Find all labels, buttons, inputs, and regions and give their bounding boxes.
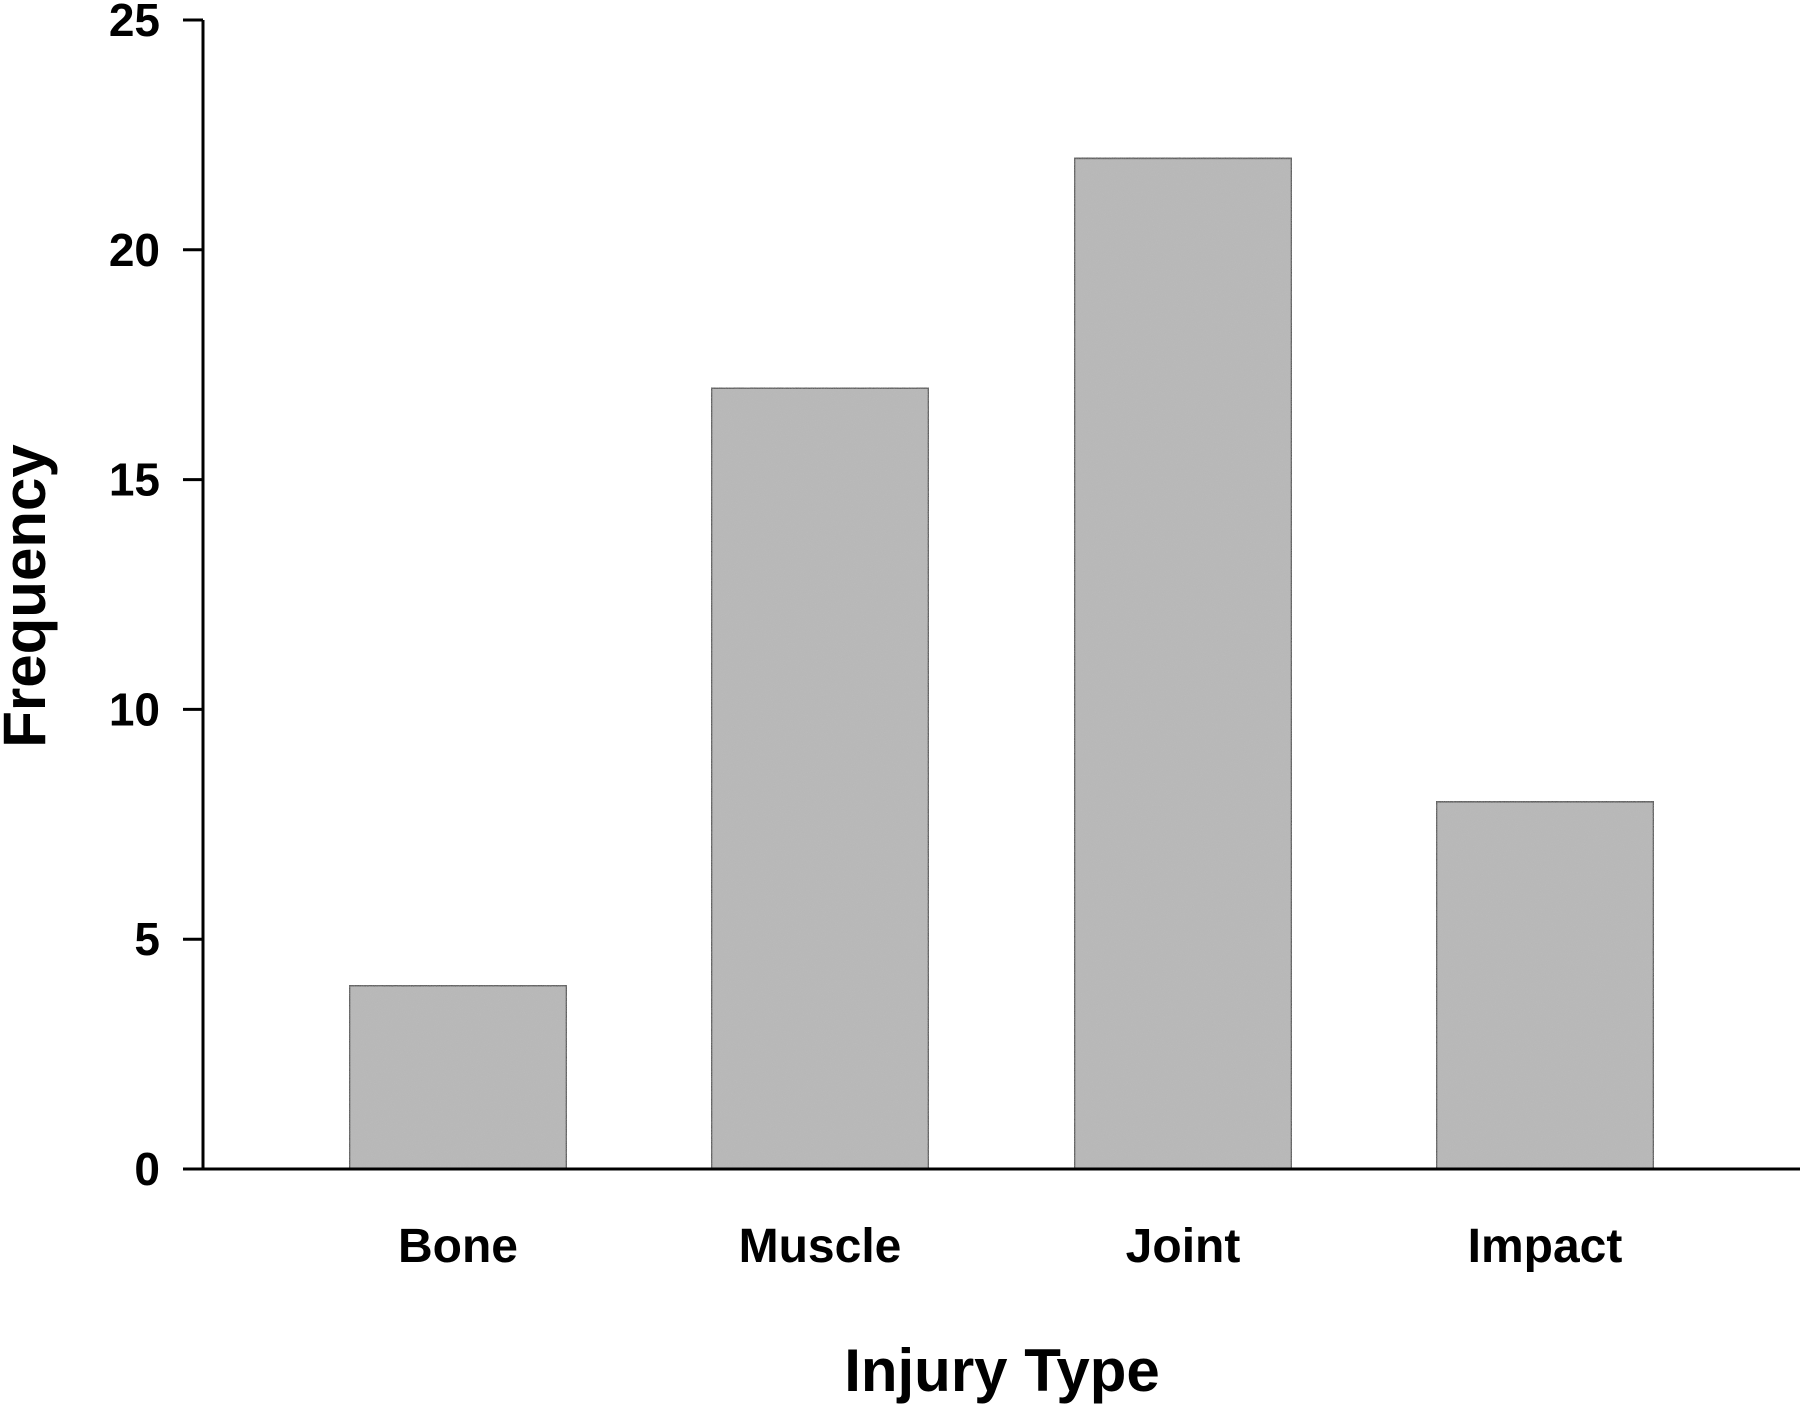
x-tick-label-muscle: Muscle (739, 1220, 902, 1273)
x-tick-label-joint: Joint (1126, 1220, 1241, 1273)
y-tick-label-15: 15 (109, 454, 160, 506)
y-tick-label-0: 0 (134, 1143, 160, 1195)
bar-muscle (709, 386, 931, 1171)
x-labels-layer: Bone Muscle Joint Impact (398, 1220, 1622, 1273)
y-tick-label-20: 20 (109, 224, 160, 276)
y-tick-label-25: 25 (109, 0, 160, 46)
bar-joint (1072, 156, 1294, 1171)
y-tick-label-5: 5 (134, 913, 160, 965)
bar-impact (1434, 800, 1656, 1171)
y-tick-label-10: 10 (109, 683, 160, 735)
y-ticks-layer: 0 5 10 15 20 25 (109, 0, 203, 1195)
x-tick-label-impact: Impact (1468, 1220, 1623, 1273)
bar-bone (347, 983, 569, 1171)
x-axis-title: Injury Type (844, 1337, 1160, 1404)
bars-layer (347, 156, 1656, 1171)
y-axis-title: Frequency (0, 444, 58, 748)
x-tick-label-bone: Bone (398, 1220, 518, 1273)
